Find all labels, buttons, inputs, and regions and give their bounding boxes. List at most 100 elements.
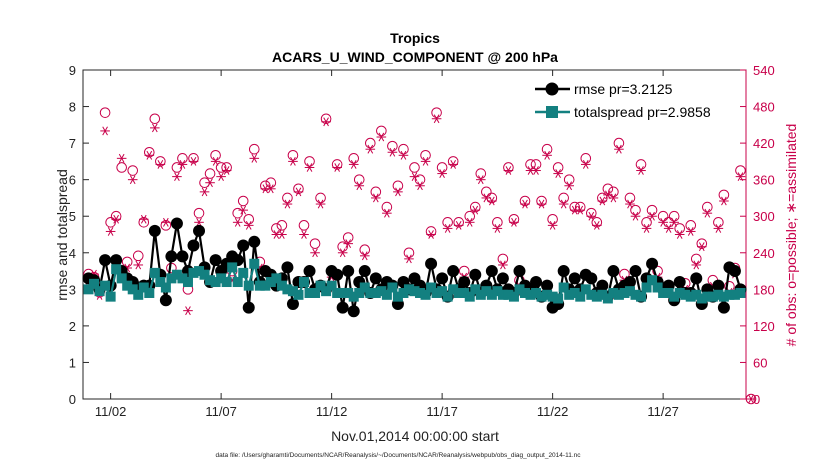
obs-possible-point bbox=[552, 162, 564, 173]
data-file-footnote: data file: /Users/gharamti/Documents/NCA… bbox=[216, 452, 582, 459]
asterisk-stroke bbox=[384, 208, 390, 218]
obs-possible-point bbox=[541, 143, 553, 155]
obs-assimilated-point bbox=[343, 239, 353, 249]
asterisk-stroke bbox=[372, 193, 379, 203]
obs-assimilated-point bbox=[409, 172, 420, 182]
obs-assimilated-point bbox=[321, 117, 331, 127]
totalspread-point bbox=[718, 291, 729, 302]
rmse-point bbox=[673, 276, 686, 289]
asterisk-stroke bbox=[185, 306, 191, 316]
obs-possible-point bbox=[304, 156, 315, 167]
asterisk-stroke bbox=[400, 150, 407, 160]
x-tick-label: 11/12 bbox=[316, 404, 348, 419]
asterisk-stroke bbox=[356, 181, 363, 191]
obs-possible-point bbox=[370, 186, 382, 198]
obs-possible-point bbox=[409, 162, 420, 173]
asterisk-stroke bbox=[522, 199, 528, 209]
obs-possible-point bbox=[359, 244, 371, 256]
obs-assimilated-point bbox=[404, 254, 414, 264]
asterisk-stroke bbox=[422, 156, 429, 166]
totalspread-point bbox=[144, 287, 155, 298]
asterisk-stroke bbox=[312, 248, 318, 258]
totalspread-point bbox=[89, 278, 100, 289]
obs-possible-point bbox=[652, 265, 663, 277]
obs-possible-point bbox=[696, 238, 708, 249]
rmse-point bbox=[176, 250, 189, 263]
totalspread-point bbox=[260, 280, 271, 291]
rmse-point bbox=[629, 265, 642, 278]
totalspread-point bbox=[166, 273, 177, 284]
totalspread-point bbox=[464, 291, 475, 302]
asterisk-stroke bbox=[107, 227, 114, 236]
obs-possible-point bbox=[635, 159, 647, 170]
obs-possible-point bbox=[116, 162, 127, 173]
asterisk-stroke bbox=[511, 217, 517, 227]
obs-possible-point bbox=[110, 210, 122, 222]
asterisk-stroke bbox=[560, 199, 567, 209]
obs-possible-point bbox=[215, 162, 227, 173]
obs-assimilated-point bbox=[288, 156, 298, 166]
totalspread-point bbox=[453, 287, 464, 298]
totalspread-point bbox=[122, 280, 133, 291]
asterisk-stroke bbox=[477, 175, 484, 185]
asterisk-stroke bbox=[345, 239, 352, 249]
rmse-point bbox=[596, 279, 609, 292]
asterisk-stroke bbox=[704, 208, 711, 218]
asterisk-stroke bbox=[472, 205, 479, 215]
obs-assimilated-point bbox=[359, 251, 370, 261]
obs-assimilated-point bbox=[150, 123, 160, 133]
obs-assimilated-point bbox=[448, 160, 458, 169]
totalspread-point bbox=[149, 267, 160, 278]
obs-possible-point bbox=[641, 217, 652, 228]
totalspread-point bbox=[481, 286, 492, 297]
y-right-tick-label: 120 bbox=[753, 319, 775, 334]
totalspread-point bbox=[624, 286, 635, 297]
rmse-point bbox=[646, 257, 659, 270]
asterisk-stroke bbox=[323, 117, 329, 127]
rmse-point bbox=[690, 272, 703, 285]
obs-possible-point bbox=[138, 217, 150, 228]
rmse-point bbox=[336, 301, 349, 314]
asterisk-stroke bbox=[218, 172, 224, 182]
obs-possible-point bbox=[282, 192, 293, 204]
totalspread-point bbox=[520, 287, 530, 298]
x-tick-label: 11/07 bbox=[205, 404, 237, 419]
obs-assimilated-point bbox=[614, 144, 624, 154]
obs-possible-point bbox=[381, 201, 393, 213]
asterisk-stroke bbox=[444, 224, 451, 233]
obs-possible-point bbox=[276, 220, 288, 231]
asterisk-stroke bbox=[163, 217, 169, 227]
obs-assimilated-point bbox=[476, 175, 486, 185]
obs-possible-point bbox=[646, 204, 658, 216]
y-right-tick-label: 540 bbox=[753, 63, 775, 78]
asterisk-stroke bbox=[428, 230, 434, 239]
obs-assimilated-point bbox=[674, 230, 685, 239]
x-axis-label: Nov.01,2014 00:00:00 start bbox=[331, 428, 499, 444]
totalspread-point bbox=[658, 287, 669, 298]
rmse-point bbox=[458, 276, 471, 289]
obs-assimilated-point bbox=[558, 199, 569, 209]
obs-assimilated-point bbox=[608, 193, 619, 203]
obs-possible-point bbox=[348, 153, 360, 164]
obs-possible-point bbox=[309, 238, 321, 249]
totalspread-point bbox=[243, 280, 254, 291]
y-tick-label: 9 bbox=[69, 63, 76, 78]
obs-possible-point bbox=[436, 162, 448, 173]
obs-assimilated-point bbox=[536, 199, 547, 209]
obs-assimilated-point bbox=[547, 220, 558, 230]
totalspread-point bbox=[105, 291, 116, 302]
obs-possible-point bbox=[392, 180, 404, 192]
asterisk-stroke bbox=[279, 230, 285, 239]
obs-assimilated-point bbox=[277, 230, 287, 239]
rmse-point bbox=[110, 254, 123, 267]
obs-possible-point bbox=[464, 210, 476, 222]
asterisk-stroke bbox=[693, 260, 700, 270]
obs-possible-point bbox=[342, 232, 354, 243]
asterisk-stroke bbox=[113, 214, 119, 224]
asterisk-stroke bbox=[290, 156, 296, 166]
obs-assimilated-point bbox=[575, 205, 586, 215]
asterisk-stroke bbox=[638, 166, 644, 175]
asterisk-stroke bbox=[605, 190, 611, 200]
totalspread-point bbox=[685, 291, 696, 302]
totalspread-point bbox=[155, 277, 166, 288]
